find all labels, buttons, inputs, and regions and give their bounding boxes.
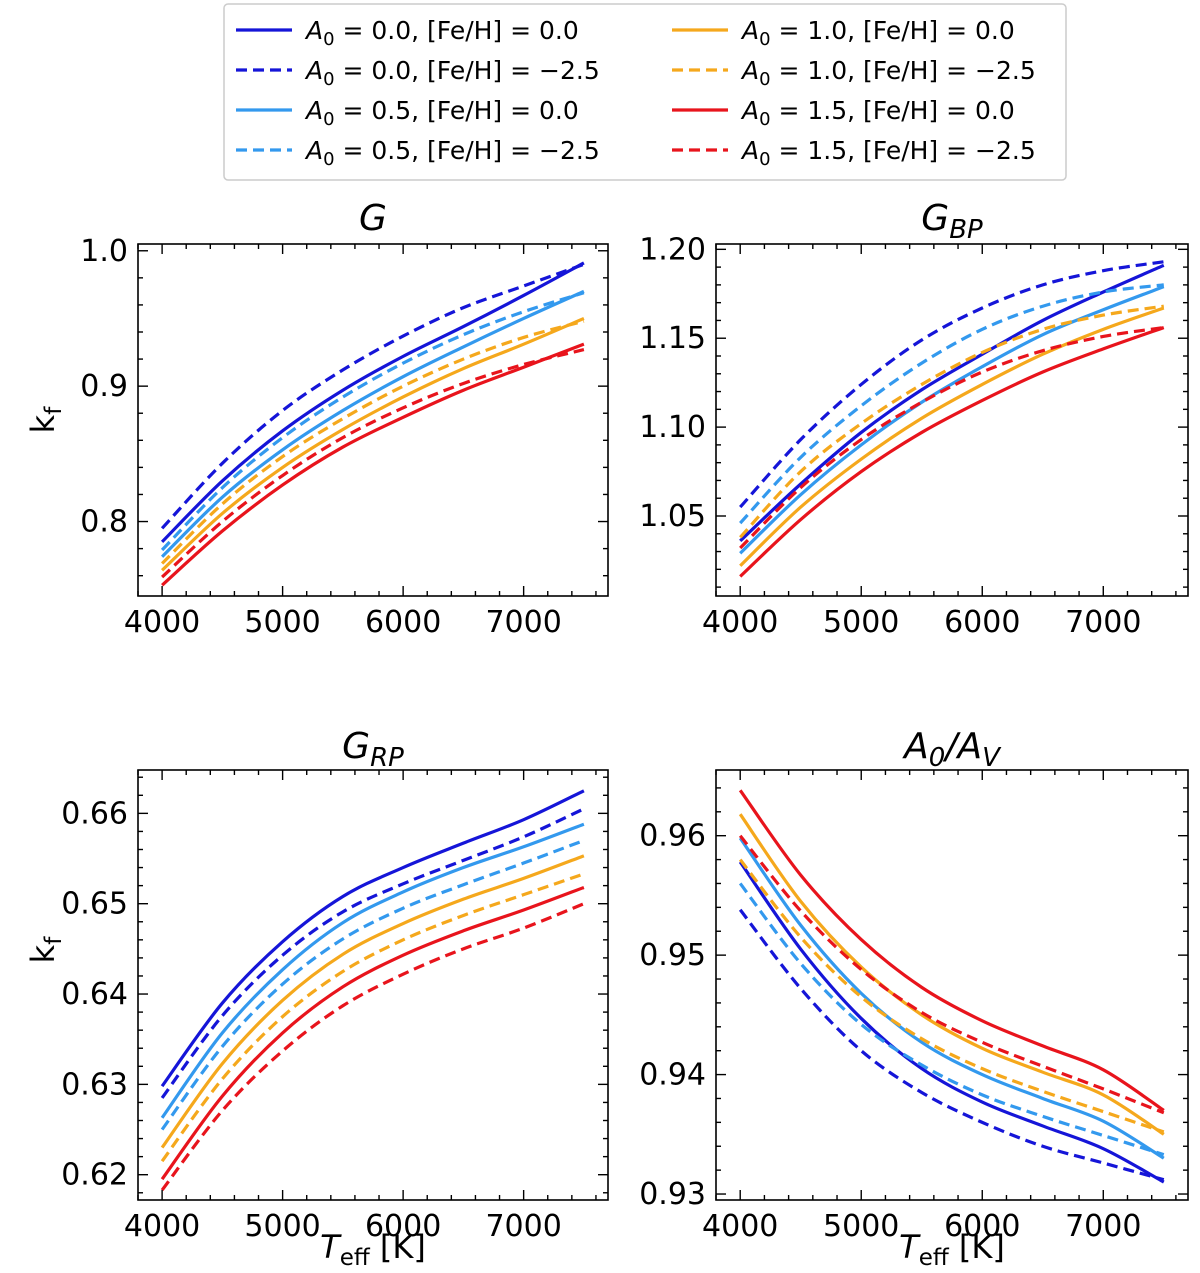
- y-tick-label-grp: 0.66: [61, 796, 128, 831]
- series-line-gbp-2: [739, 260, 1165, 509]
- legend-label-3: A0 = 0.5, [Fe/H] = 0.0: [304, 96, 579, 130]
- series-line-g-1: [160, 261, 585, 543]
- axes-frame-g: [137, 243, 609, 597]
- axes-frame-gbp: [715, 243, 1189, 597]
- series-line-g-6: [160, 319, 585, 565]
- plot-area-gbp: 4000 5000 6000 7000 1.05 1.10 1.15 1.20: [639, 232, 1189, 640]
- y-tick-label-a0av: 0.93: [639, 1177, 706, 1212]
- x-tick-label-g: 4000: [124, 605, 200, 640]
- series-line-grp-3: [160, 822, 585, 1119]
- series-line-a0av-2: [738, 908, 1165, 1182]
- y-tick-label-grp: 0.63: [61, 1067, 128, 1102]
- legend-label-4: A0 = 0.5, [Fe/H] = −2.5: [304, 136, 600, 170]
- x-tick-label-grp: 6000: [365, 1209, 441, 1244]
- series-line-grp-7: [160, 885, 585, 1181]
- x-axis-label-right: Teff [K]: [899, 1228, 1005, 1271]
- series-line-grp-4: [160, 838, 585, 1131]
- x-tick-label-a0av: 6000: [944, 1209, 1020, 1244]
- series-line-g-7: [161, 342, 585, 587]
- legend-label-2: A0 = 0.0, [Fe/H] = −2.5: [304, 56, 600, 90]
- legend-frame: [223, 3, 1067, 181]
- series-line-gbp-3: [739, 285, 1165, 555]
- y-tick-label-g: 0.8: [80, 505, 128, 540]
- plot-area-g: 4000 5000 6000 7000 0.8 0.9 1.0: [80, 234, 609, 640]
- axes-frame-grp: [137, 769, 609, 1201]
- y-tick-label-gbp: 1.20: [639, 232, 706, 267]
- x-tick-label-g: 7000: [485, 605, 561, 640]
- series-line-a0av-1: [738, 861, 1165, 1184]
- x-axis-label-left: Teff [K]: [320, 1228, 426, 1271]
- x-tick-label-a0av: 5000: [823, 1209, 899, 1244]
- series-line-gbp-5: [739, 306, 1165, 567]
- x-tick-label-gbp: 4000: [702, 605, 778, 640]
- x-tick-label-g: 6000: [365, 605, 441, 640]
- panel-title-g: G: [359, 198, 387, 239]
- y-tick-label-a0av: 0.94: [639, 1058, 706, 1093]
- legend-entries: A0 = 0.0, [Fe/H] = 0.0 A0 = 0.0, [Fe/H] =…: [236, 16, 1036, 170]
- series-line-a0av-8: [738, 834, 1165, 1115]
- series-line-grp-1: [160, 789, 585, 1088]
- series-line-g-2: [160, 262, 585, 530]
- x-tick-label-grp: 5000: [244, 1209, 320, 1244]
- axes-frame-a0av: [715, 769, 1189, 1201]
- series-line-grp-8: [160, 902, 585, 1192]
- y-tick-label-a0av: 0.95: [639, 938, 706, 973]
- y-tick-label-grp: 0.62: [61, 1158, 128, 1193]
- legend-label-8: A0 = 1.5, [Fe/H] = −2.5: [740, 136, 1036, 170]
- legend-label-6: A0 = 1.0, [Fe/H] = −2.5: [740, 56, 1036, 90]
- series-line-grp-6: [160, 872, 585, 1163]
- y-tick-label-grp: 0.64: [61, 977, 128, 1012]
- x-tick-label-grp: 4000: [124, 1209, 200, 1244]
- x-tick-label-grp: 7000: [485, 1209, 561, 1244]
- series-line-a0av-3: [738, 837, 1165, 1160]
- series-line-g-5: [161, 316, 585, 572]
- legend-label-7: A0 = 1.5, [Fe/H] = 0.0: [740, 96, 1015, 130]
- series-line-a0av-7: [738, 789, 1165, 1112]
- legend: A0 = 0.0, [Fe/H] = 0.0 A0 = 0.0, [Fe/H] =…: [223, 3, 1067, 181]
- series-line-g-8: [161, 348, 585, 579]
- x-tick-label-a0av: 4000: [702, 1209, 778, 1244]
- x-tick-label-a0av: 7000: [1065, 1209, 1141, 1244]
- series-line-gbp-6: [739, 304, 1165, 539]
- plot-area-a0av: 4000 5000 6000 7000 0.93 0.94 0.95 0.96: [639, 769, 1189, 1244]
- legend-label-1: A0 = 0.0, [Fe/H] = 0.0: [304, 16, 579, 50]
- series-line-g-3: [160, 289, 585, 558]
- plot-area-grp: 4000 5000 6000 7000 0.62 0.63 0.64 0.65 0.66: [61, 769, 609, 1244]
- series-line-gbp-7: [739, 326, 1165, 578]
- y-tick-label-gbp: 1.10: [639, 410, 706, 445]
- legend-label-5: A0 = 1.0, [Fe/H] = 0.0: [740, 16, 1015, 50]
- y-tick-label-g: 1.0: [80, 234, 128, 269]
- series-line-g-4: [160, 291, 585, 552]
- y-tick-label-g: 0.9: [80, 369, 128, 404]
- series-line-grp-2: [160, 807, 585, 1099]
- series-line-gbp-1: [739, 263, 1165, 543]
- x-tick-label-g: 5000: [244, 605, 320, 640]
- x-tick-label-gbp: 5000: [823, 605, 899, 640]
- panel-g: G 4000 5000 6000 7000 0.8 0.9 1.0: [80, 198, 609, 640]
- y-tick-label-a0av: 0.96: [639, 819, 706, 854]
- x-tick-label-gbp: 6000: [944, 605, 1020, 640]
- series-line-grp-5: [160, 854, 585, 1149]
- x-tick-label-gbp: 7000: [1065, 605, 1141, 640]
- y-tick-label-gbp: 1.15: [639, 321, 706, 356]
- y-tick-label-grp: 0.65: [61, 887, 128, 922]
- series-line-a0av-6: [738, 858, 1165, 1134]
- series-line-a0av-5: [738, 813, 1165, 1136]
- y-tick-label-gbp: 1.05: [639, 499, 706, 534]
- series-line-gbp-4: [739, 283, 1164, 525]
- series-line-gbp-8: [739, 325, 1165, 550]
- series-line-a0av-4: [738, 882, 1165, 1157]
